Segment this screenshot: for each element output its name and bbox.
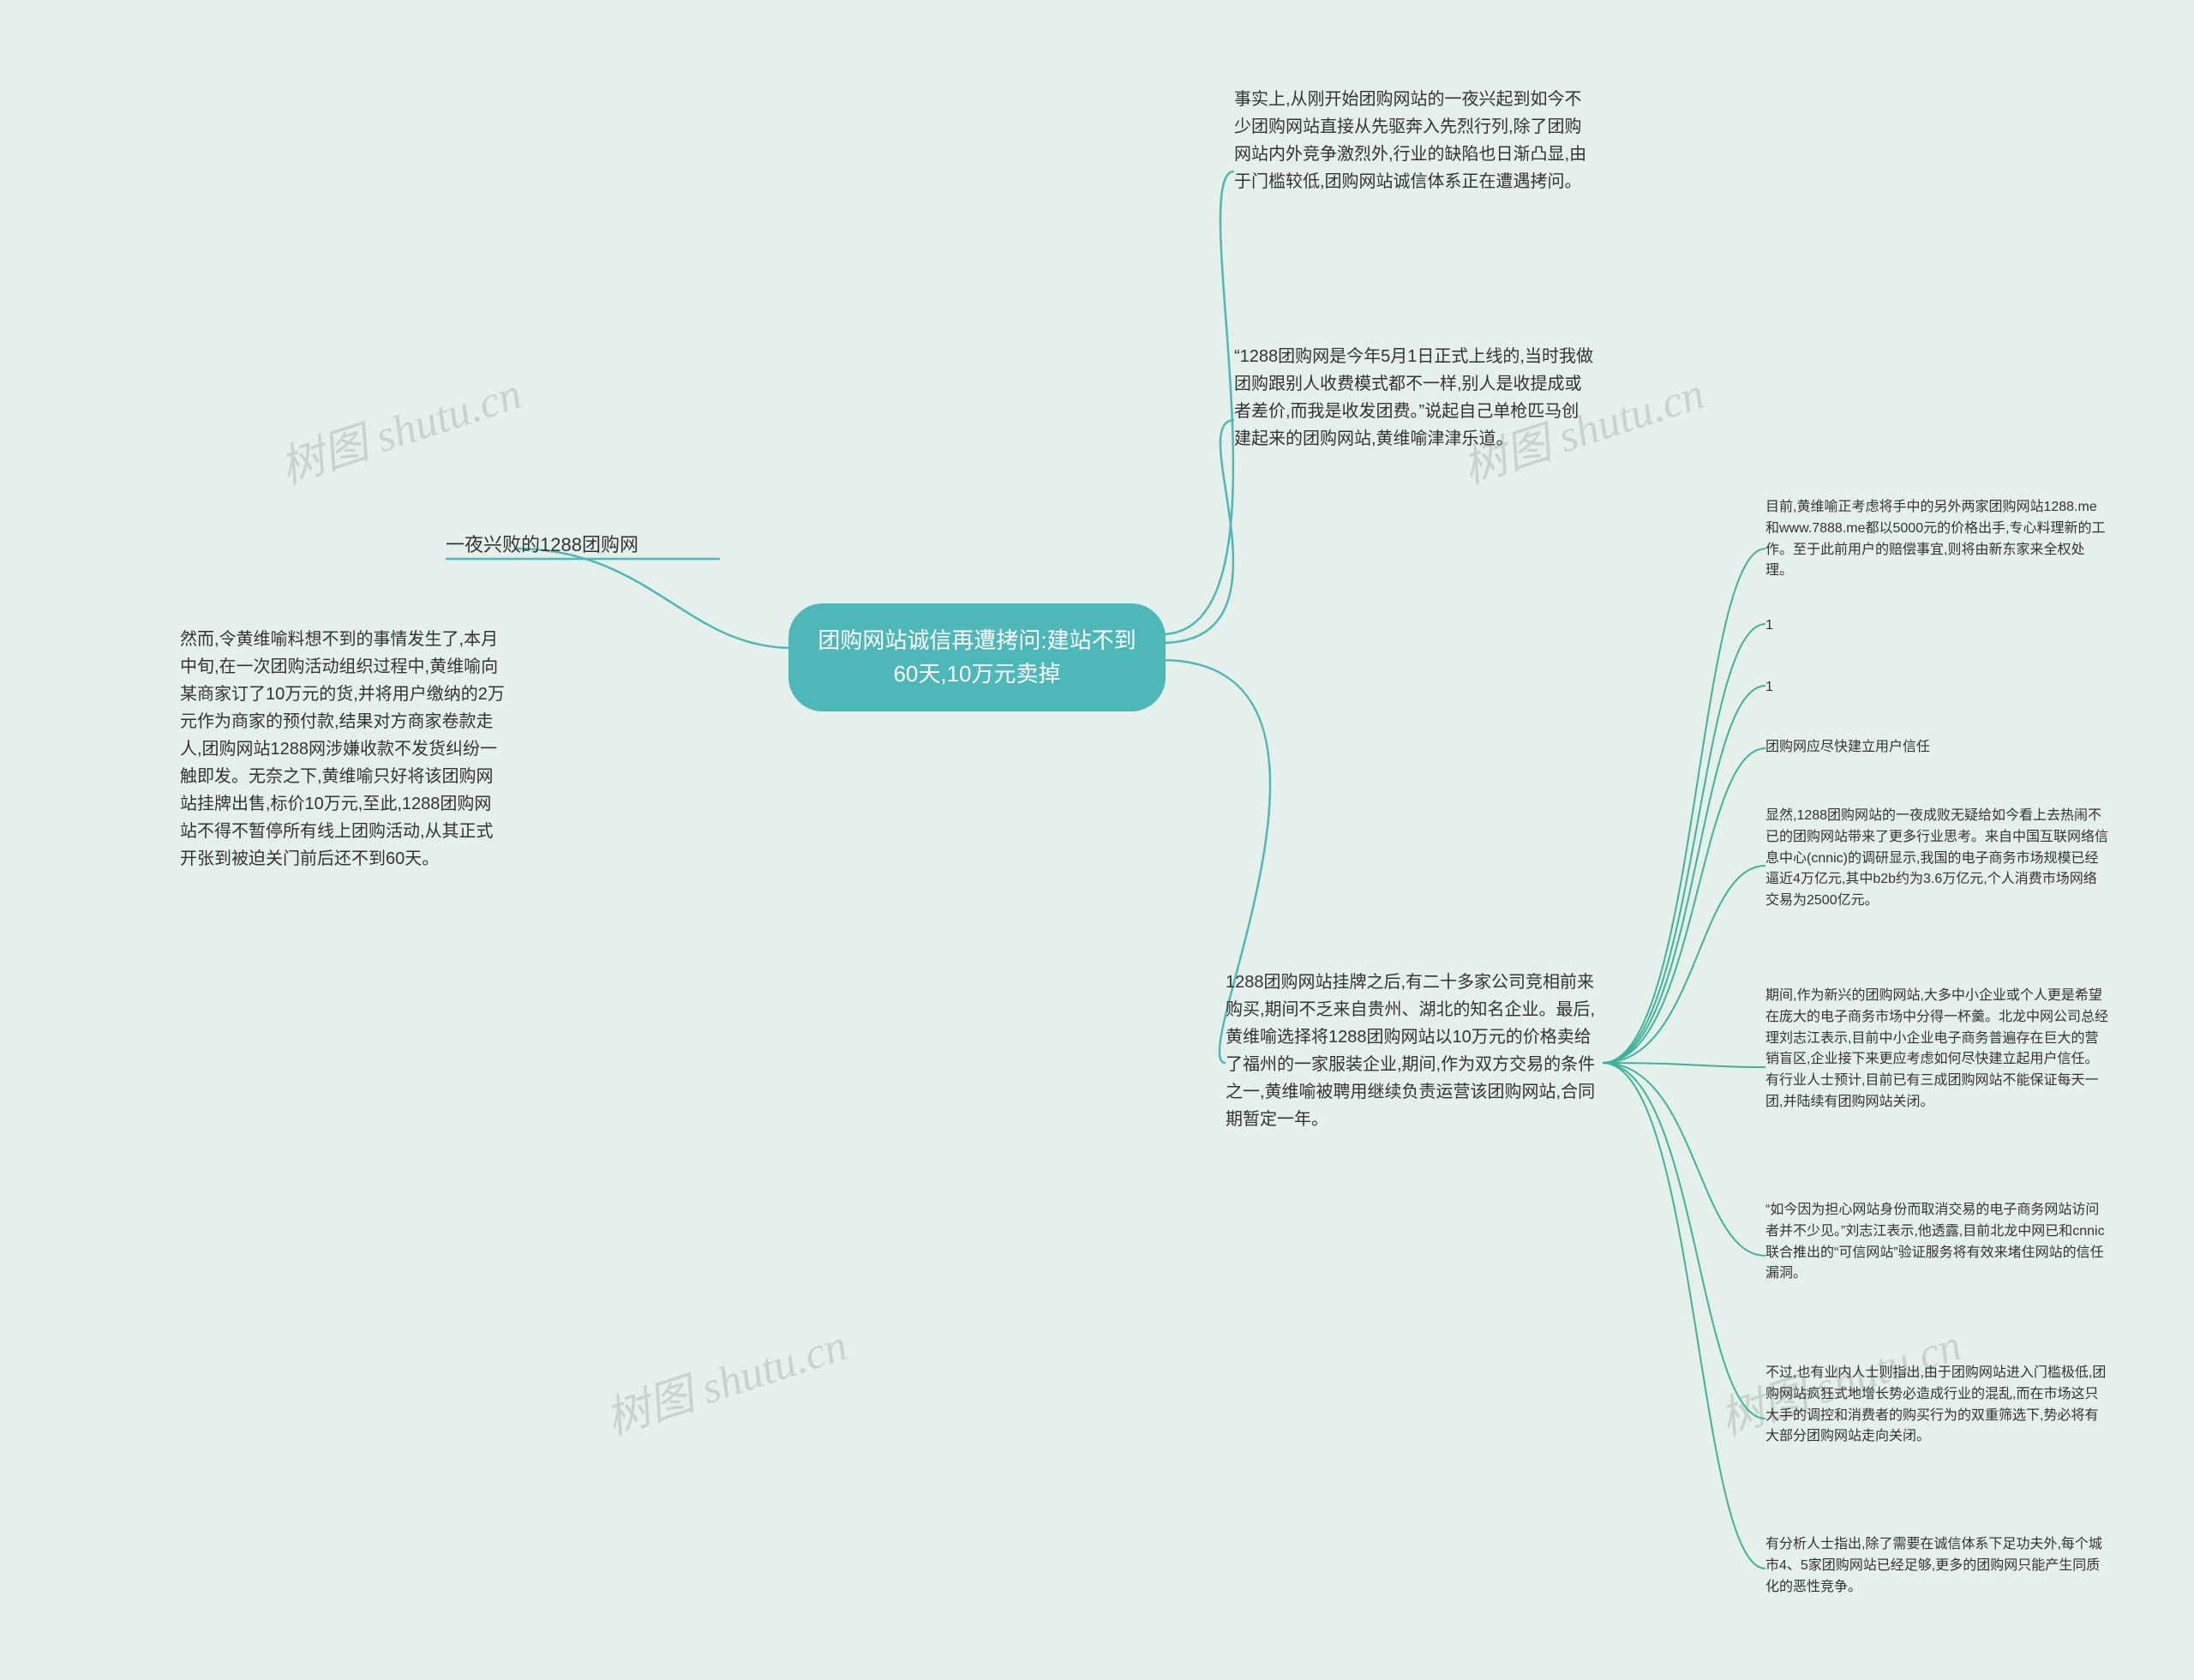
branch-curve bbox=[1161, 171, 1234, 634]
left-paragraph: 然而,令黄维喻料想不到的事情发生了,本月中旬,在一次团购活动组织过程中,黄维喻向… bbox=[180, 626, 506, 873]
right-col-leaf: 不过,也有业内人士则指出,由于团购网站进入门槛极低,团购网站疯狂式地增长势必造成… bbox=[1765, 1363, 2108, 1448]
right-top-para-1: 事实上,从刚开始团购网站的一夜兴起到如今不少团购网站直接从先驱奔入先烈行列,除了… bbox=[1234, 86, 1594, 195]
watermark: 树图 shutu.cn bbox=[271, 357, 529, 495]
right-col-leaf: 期间,作为新兴的团购网站,大多中小企业或个人更是希望在庞大的电子商务市场中分得一… bbox=[1765, 986, 2108, 1113]
right-mid-para: 1288团购网站挂牌之后,有二十多家公司竞相前来购买,期间不乏来自贵州、湖北的知… bbox=[1226, 969, 1603, 1133]
right-col-leaf: 1 bbox=[1765, 677, 1791, 699]
right-top-para-2: “1288团购网是今年5月1日正式上线的,当时我做团购跟别人收费模式都不一样,别… bbox=[1234, 343, 1594, 453]
left-branch-head[interactable]: 一夜兴败的1288团购网 bbox=[446, 530, 720, 565]
center-node[interactable]: 团购网站诚信再遭拷问:建站不到60天,10万元卖掉 bbox=[788, 603, 1166, 711]
left-branch-head-text: 一夜兴败的1288团购网 bbox=[446, 534, 638, 555]
right-col-leaf: “如今因为担心网站身份而取消交易的电子商务网站访问者并不少见。”刘志江表示,他透… bbox=[1765, 1200, 2108, 1285]
branch-curve bbox=[1161, 420, 1234, 643]
right-col-leaf: 有分析人士指出,除了需要在诚信体系下足功夫外,每个城市4、5家团购网站已经足够,… bbox=[1765, 1534, 2108, 1598]
watermark: 树图 shutu.cn bbox=[596, 1309, 854, 1447]
right-col-leaf: 目前,黄维喻正考虑将手中的另外两家团购网站1288.me和www.7888.me… bbox=[1765, 497, 2108, 582]
right-col-leaf: 团购网应尽快建立用户信任 bbox=[1765, 737, 2074, 759]
right-col-leaf: 显然,1288团购网站的一夜成败无疑给如今看上去热闹不已的团购网站带来了更多行业… bbox=[1765, 806, 2108, 912]
right-col-leaf: 1 bbox=[1765, 615, 1791, 637]
